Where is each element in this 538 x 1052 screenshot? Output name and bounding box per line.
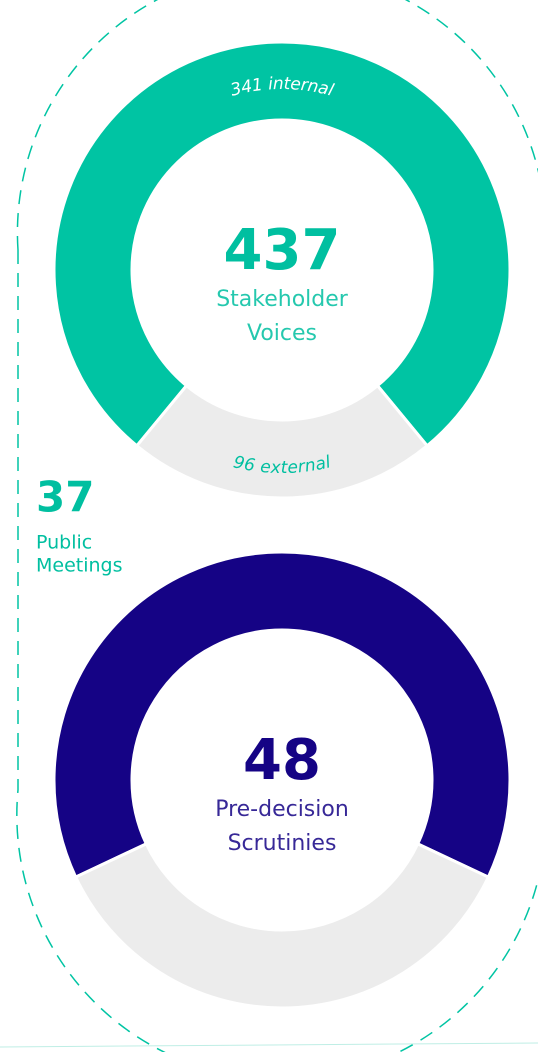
dashed-outline: [16, 0, 538, 251]
donut-segment: [134, 383, 430, 500]
stat-label: Meetings: [36, 555, 123, 577]
stat-value: 37: [36, 473, 94, 522]
donut-segment: [73, 841, 491, 1010]
center-value: 437: [224, 218, 341, 283]
center-label: Pre-decision: [215, 797, 349, 822]
center-label: Stakeholder: [216, 287, 349, 312]
donut-segment: [52, 550, 512, 880]
stat: 37 Public Meetings: [36, 473, 123, 577]
stat-label: Public: [36, 532, 92, 554]
donut-segment: [52, 40, 512, 448]
center-value: 48: [243, 728, 321, 793]
center-label: Scrutinies: [228, 831, 337, 856]
divider: [0, 1042, 538, 1048]
center-label: Voices: [247, 321, 317, 346]
